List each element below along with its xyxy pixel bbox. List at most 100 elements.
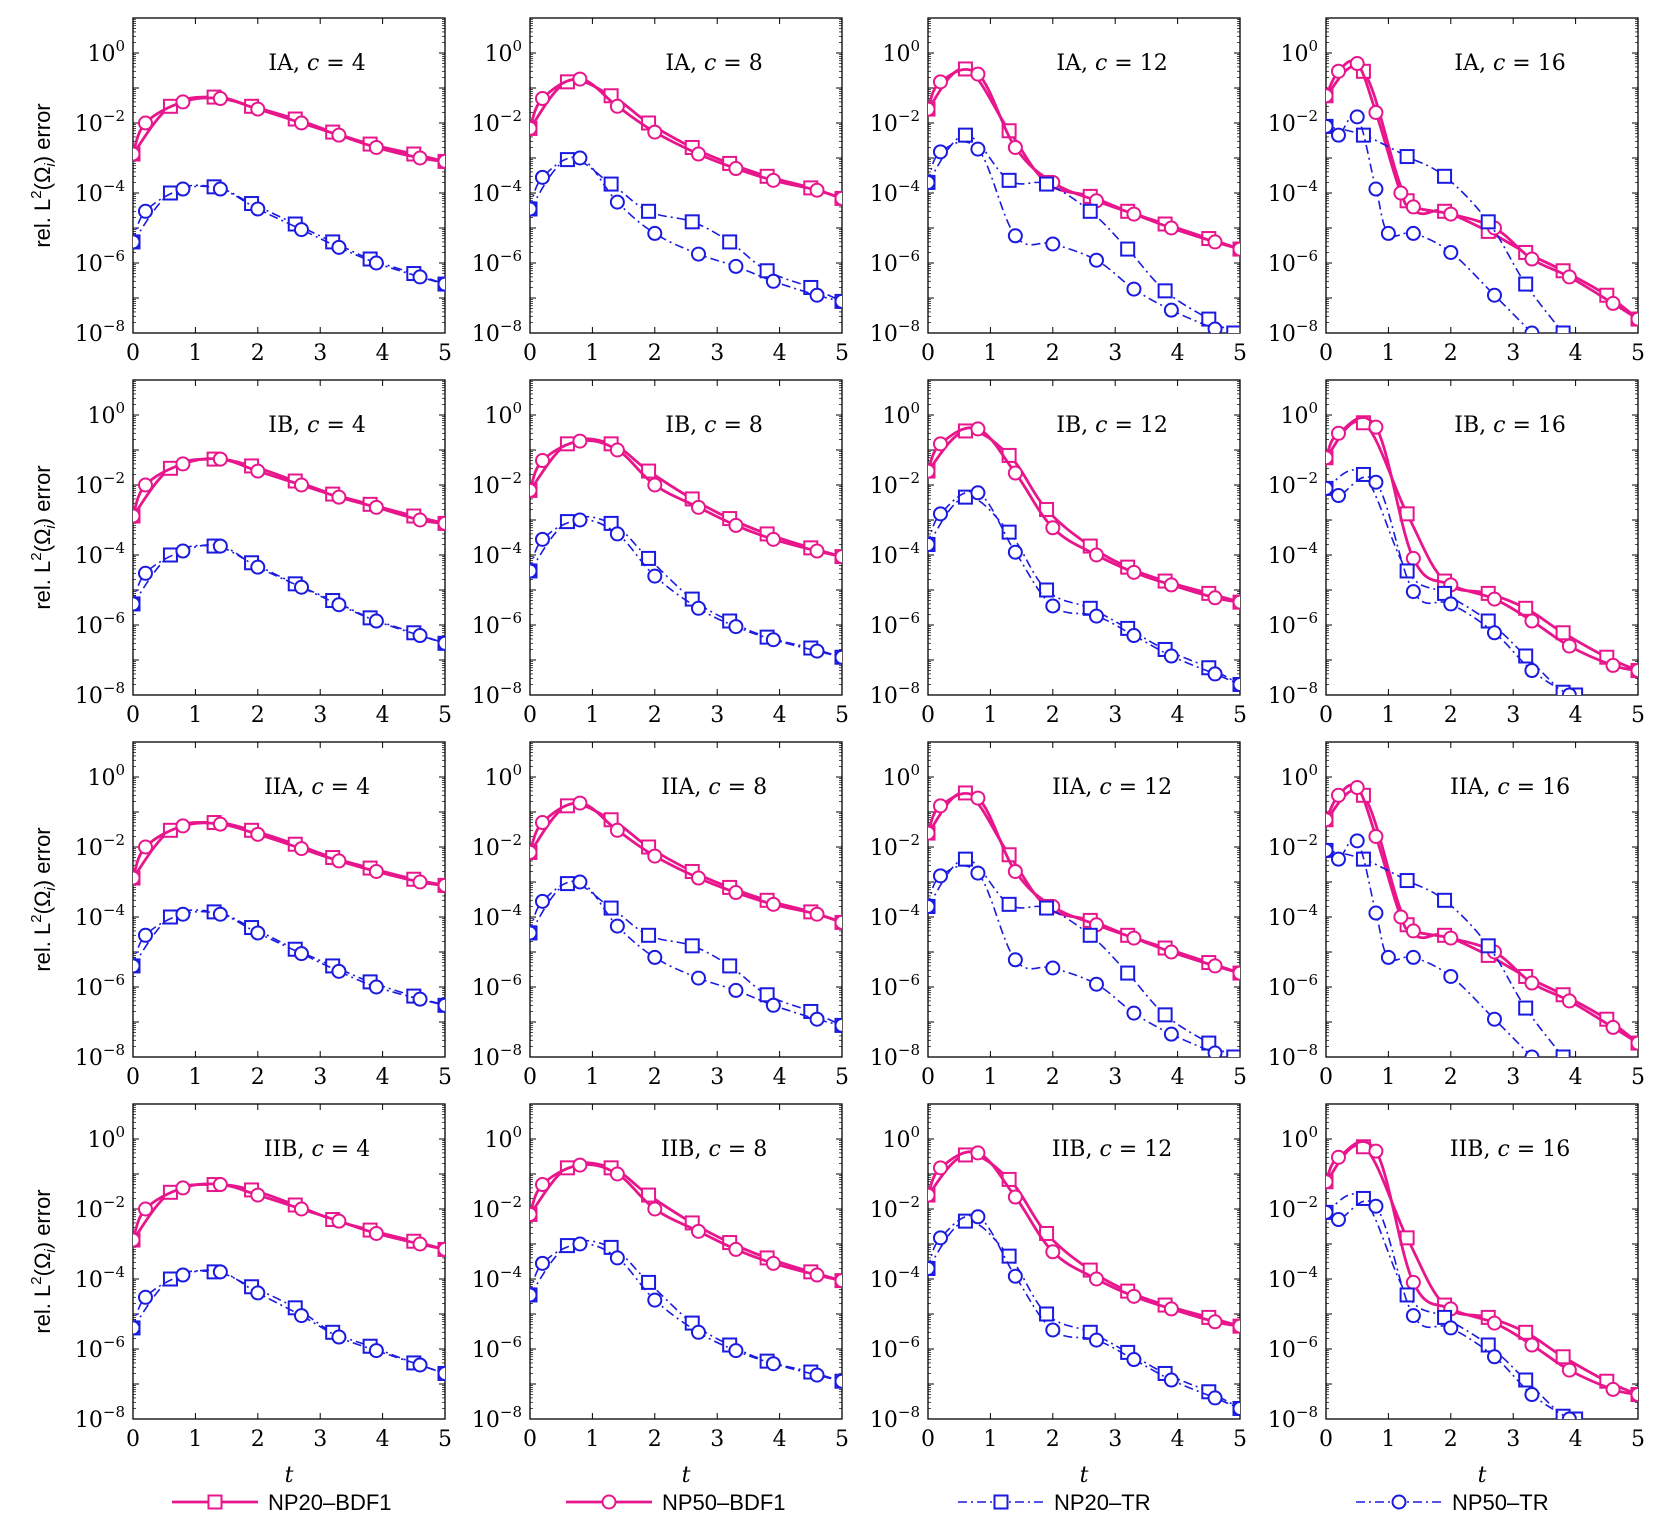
data-point-np50-bdf1 [932,798,948,814]
x-tick-label: 1 [188,1427,202,1452]
y-tick-label: 10−6 [870,971,920,1001]
series-line-np20-tr [530,515,842,658]
x-tick-label: 4 [1569,703,1583,728]
x-tick-label: 0 [126,1065,140,1090]
x-tick-label: 3 [710,341,724,366]
data-point-np50-bdf1 [647,848,663,864]
panel-iib-c12: 0 1 2 3 4 5 100 10−2 10−4 10−6 10−8 IIB, c = 12 t [870,1103,1247,1488]
data-point-np50-tr [175,181,191,197]
plot-frame [132,17,446,334]
data-point-np50-bdf1 [1486,591,1502,607]
y-tick-label: 10−6 [75,609,125,639]
data-point-np50-bdf1 [534,1177,550,1193]
data-point-np50-tr [1007,1268,1023,1284]
legend-label: NP20–BDF1 [268,1490,392,1515]
x-tick-label: 0 [921,1065,935,1090]
data-point-np50-bdf1 [1088,547,1104,563]
series-line-np20-bdf1 [1326,1143,1638,1396]
data-point-np50-bdf1 [970,421,986,437]
data-point-np50-tr [412,269,428,285]
data-point-np50-tr [331,1329,347,1345]
data-point-np50-bdf1 [647,477,663,493]
data-point-np50-tr [609,526,625,542]
data-point-np50-tr [530,925,538,941]
data-point-np50-bdf1 [412,874,428,890]
data-point-np50-bdf1 [137,477,153,493]
panel-title: IIA, c = 12 [1052,775,1172,800]
data-point-np20-tr [559,1238,575,1254]
data-point-np50-bdf1 [331,127,347,143]
x-tick-label: 4 [773,1065,787,1090]
y-tick-label: 10−8 [472,317,522,347]
plot-frame [529,379,843,696]
plot-frame [1325,741,1639,1058]
series-line-np50-tr [133,1269,445,1375]
y-tick-label: 10−6 [1268,971,1318,1001]
data-point-np50-tr [932,868,948,884]
data-point-np50-bdf1 [1349,56,1365,72]
data-point-np50-bdf1 [1605,295,1621,311]
series-line-np20-bdf1 [1326,788,1638,1045]
panel-ia-c12: 0 1 2 3 4 5 100 10−2 10−4 10−6 10−8 IA, c = 12 [870,17,1247,366]
x-tick-label: 0 [523,703,537,728]
data-point-np50-bdf1 [530,482,538,498]
data-point-np20-tr [1001,1248,1017,1264]
x-tick-label: 1 [1381,1427,1395,1452]
x-tick-label: 4 [1569,341,1583,366]
panel-ib-c4: 0 1 2 3 4 5 100 10−2 10−4 10−6 10−8 IB, c = 4 rel. L… [28,379,452,728]
y-tick-label: 10−8 [870,317,920,347]
data-point-np50-bdf1 [331,1213,347,1229]
data-point-np20-tr [1437,168,1453,184]
data-point-np50-bdf1 [1486,1315,1502,1331]
panel-ib-c12: 0 1 2 3 4 5 100 10−2 10−4 10−6 10−8 IB, c = 12 [870,379,1247,728]
data-point-np50-tr [534,169,550,185]
data-point-np20-tr [1355,466,1371,482]
data-point-np50-tr [1486,625,1502,641]
data-point-np20-tr [1480,613,1496,629]
y-tick-label: 10−8 [472,679,522,709]
data-point-np50-bdf1 [690,1223,706,1239]
y-tick-label: 100 [882,1123,920,1153]
x-tick-label: 0 [1319,1065,1333,1090]
data-point-np20-tr [1120,241,1136,257]
series-line-np50-tr [928,490,1240,686]
data-point-np50-bdf1 [834,549,842,565]
data-point-np50-tr [175,906,191,922]
data-point-np20-tr [1039,176,1055,192]
data-point-np50-tr [1045,1322,1061,1338]
y-tick-label: 10−4 [1268,1263,1318,1293]
series-line-np50-tr [133,910,445,1007]
x-tick-label: 2 [1444,1427,1458,1452]
series-line-np50-bdf1 [928,68,1240,251]
panel-ib-c16: 0 1 2 3 4 5 100 10−2 10−4 10−6 10−8 IB, c = 16 [1268,379,1645,728]
plot-frame [1325,1103,1639,1420]
data-point-np50-bdf1 [1524,1337,1540,1353]
data-point-np50-bdf1 [1088,1271,1104,1287]
x-axis-label: t [285,1463,294,1488]
data-point-np50-tr [728,258,744,274]
data-point-np50-tr [293,946,309,962]
data-point-np20-tr [1518,1000,1534,1016]
series-group [530,795,842,1033]
data-point-np20-tr [603,900,619,916]
data-point-np50-bdf1 [175,1180,191,1196]
series-line-np50-tr [133,185,445,285]
legend-swatch-marker [601,1494,617,1510]
data-point-np50-tr [1088,608,1104,624]
y-tick-label: 10−2 [1268,107,1318,137]
series-line-np20-tr [530,882,842,1027]
data-point-np50-tr [690,970,706,986]
x-tick-label: 2 [251,1427,265,1452]
data-point-np50-tr [690,600,706,616]
y-tick-label: 10−2 [472,831,522,861]
data-point-np50-bdf1 [809,906,825,922]
y-tick-label: 100 [87,1123,125,1153]
data-point-np20-bdf1 [1555,1349,1571,1365]
data-point-np50-bdf1 [1630,311,1638,327]
data-point-np50-tr [250,925,266,941]
data-point-np20-bdf1 [1518,600,1534,616]
y-tick-label: 10−4 [1268,539,1318,569]
series-group [1326,415,1638,695]
data-point-np50-bdf1 [1443,206,1459,222]
